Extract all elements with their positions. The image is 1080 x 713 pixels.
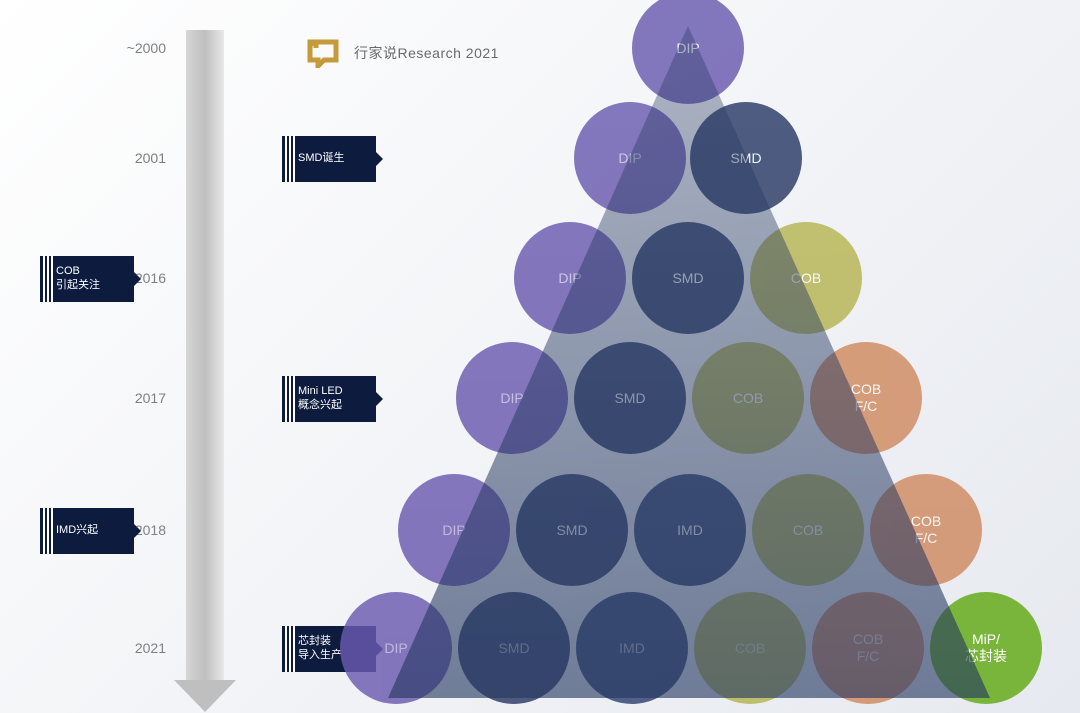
tech-circle: MiP/ 芯封装 bbox=[930, 592, 1042, 704]
tech-circle: COB F/C bbox=[870, 474, 982, 586]
tech-circle-label: DIP bbox=[676, 40, 699, 57]
tech-circle: DIP bbox=[514, 222, 626, 334]
tech-circle-label: IMD bbox=[619, 640, 645, 657]
tech-circle: IMD bbox=[576, 592, 688, 704]
tech-circle-label: DIP bbox=[558, 270, 581, 287]
tech-circle-label: COB F/C bbox=[851, 381, 881, 415]
tech-circle-label: SMD bbox=[730, 150, 761, 167]
tech-circle-label: COB bbox=[793, 522, 823, 539]
tech-circle: COB bbox=[752, 474, 864, 586]
tech-circle-label: SMD bbox=[672, 270, 703, 287]
tech-circle: COB F/C bbox=[812, 592, 924, 704]
tech-circle-label: MiP/ 芯封装 bbox=[965, 631, 1007, 665]
tech-circle: COB bbox=[750, 222, 862, 334]
tech-circle-label: COB F/C bbox=[853, 631, 883, 665]
tech-circle-label: DIP bbox=[442, 522, 465, 539]
tech-circle: SMD bbox=[516, 474, 628, 586]
tech-circle-label: DIP bbox=[618, 150, 641, 167]
infographic-stage: ~200020012016201720182021行家说Research 202… bbox=[0, 0, 1080, 713]
tech-circle: COB bbox=[692, 342, 804, 454]
tech-circle-label: COB bbox=[735, 640, 765, 657]
tech-circle: DIP bbox=[632, 0, 744, 104]
tech-circle: DIP bbox=[340, 592, 452, 704]
tech-circle: SMD bbox=[458, 592, 570, 704]
tech-circle-label: SMD bbox=[614, 390, 645, 407]
tech-circle: COB F/C bbox=[810, 342, 922, 454]
tech-circle: SMD bbox=[632, 222, 744, 334]
tech-circle-label: COB bbox=[791, 270, 821, 287]
tech-circle-label: DIP bbox=[384, 640, 407, 657]
tech-circle-label: COB bbox=[733, 390, 763, 407]
tech-circle-label: SMD bbox=[556, 522, 587, 539]
tech-circle: IMD bbox=[634, 474, 746, 586]
tech-circle-label: COB F/C bbox=[911, 513, 941, 547]
tech-circle: SMD bbox=[574, 342, 686, 454]
tech-circle: COB bbox=[694, 592, 806, 704]
tech-circle-label: SMD bbox=[498, 640, 529, 657]
tech-circle: DIP bbox=[574, 102, 686, 214]
tech-circle: SMD bbox=[690, 102, 802, 214]
tech-circle: DIP bbox=[398, 474, 510, 586]
circle-layer: DIP DIP SMD DIP SMD COB DIP SMD COB COB F/C DIP SMD… bbox=[0, 0, 1080, 713]
tech-circle-label: IMD bbox=[677, 522, 703, 539]
tech-circle-label: DIP bbox=[500, 390, 523, 407]
tech-circle: DIP bbox=[456, 342, 568, 454]
